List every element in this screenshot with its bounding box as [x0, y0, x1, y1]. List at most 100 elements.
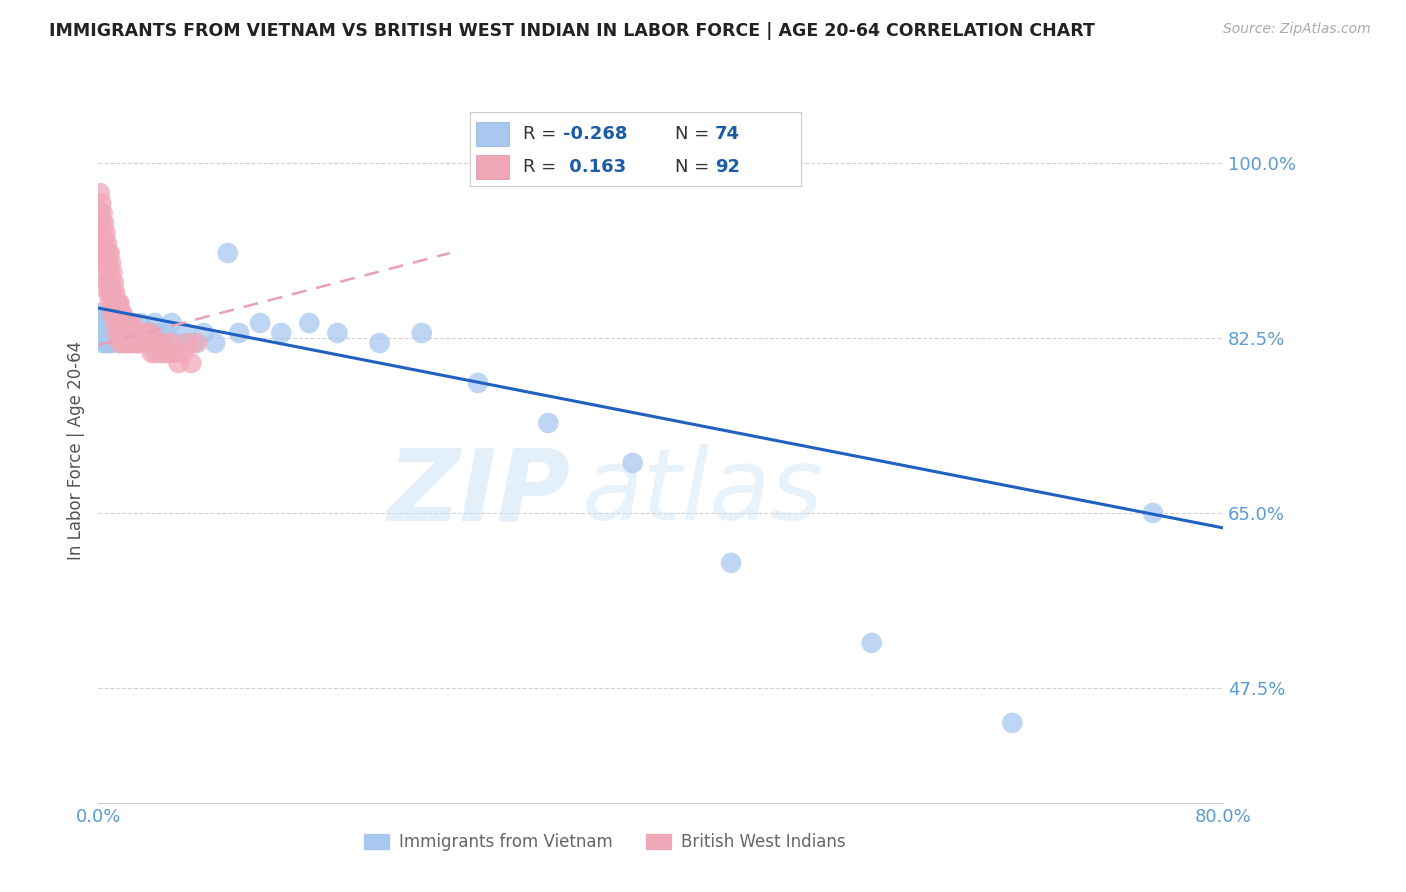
- Point: [90, 235, 112, 250]
- Point: [125, 336, 148, 351]
- Point: [155, 326, 177, 340]
- Point: [90, 196, 112, 211]
- Point: [105, 316, 128, 330]
- Point: [105, 326, 128, 340]
- Point: [100, 286, 122, 301]
- Point: [368, 336, 391, 351]
- Point: [91, 246, 114, 260]
- Point: [104, 316, 127, 330]
- Point: [104, 316, 127, 330]
- Point: [129, 336, 152, 351]
- Point: [110, 326, 132, 340]
- Point: [91, 336, 114, 351]
- Point: [148, 336, 170, 351]
- Point: [103, 296, 125, 310]
- Point: [124, 326, 146, 340]
- Point: [118, 316, 141, 330]
- Point: [143, 336, 166, 351]
- Point: [101, 266, 124, 280]
- Point: [183, 336, 205, 351]
- Point: [270, 326, 292, 340]
- Point: [174, 326, 197, 340]
- Point: [100, 306, 122, 320]
- Point: [108, 296, 131, 310]
- Point: [98, 266, 121, 280]
- Point: [621, 456, 644, 470]
- Point: [98, 316, 121, 330]
- Point: [91, 226, 114, 240]
- Point: [111, 326, 134, 340]
- Point: [105, 306, 128, 320]
- Point: [118, 336, 141, 351]
- Point: [153, 336, 176, 351]
- Point: [100, 276, 122, 290]
- Text: atlas: atlas: [582, 444, 824, 541]
- Point: [110, 316, 132, 330]
- Point: [125, 326, 148, 340]
- Point: [104, 326, 127, 340]
- Point: [93, 216, 115, 230]
- Point: [112, 336, 135, 351]
- Point: [110, 306, 132, 320]
- Point: [146, 326, 169, 340]
- Point: [93, 326, 115, 340]
- Point: [96, 336, 118, 351]
- Point: [107, 316, 129, 330]
- Point: [122, 336, 145, 351]
- Point: [103, 306, 125, 320]
- Point: [98, 326, 121, 340]
- Point: [127, 336, 149, 351]
- Point: [103, 326, 125, 340]
- Point: [122, 316, 145, 330]
- Point: [89, 186, 111, 200]
- Point: [112, 316, 135, 330]
- Point: [97, 306, 120, 320]
- Point: [141, 336, 163, 351]
- Point: [108, 336, 131, 351]
- Point: [160, 316, 183, 330]
- Point: [91, 206, 114, 220]
- Point: [720, 556, 742, 570]
- Y-axis label: In Labor Force | Age 20-64: In Labor Force | Age 20-64: [66, 341, 84, 560]
- Point: [100, 256, 122, 270]
- Point: [118, 326, 141, 340]
- Point: [150, 346, 173, 360]
- Point: [94, 326, 117, 340]
- Point: [107, 296, 129, 310]
- Point: [155, 346, 177, 360]
- Point: [98, 246, 121, 260]
- Point: [101, 296, 124, 310]
- Point: [93, 316, 115, 330]
- Point: [94, 336, 117, 351]
- Point: [104, 296, 127, 310]
- Point: [90, 306, 112, 320]
- Point: [217, 246, 239, 260]
- Point: [96, 316, 118, 330]
- Point: [537, 416, 560, 430]
- Point: [141, 346, 163, 360]
- Point: [135, 326, 157, 340]
- Point: [94, 226, 117, 240]
- Point: [93, 235, 115, 250]
- Point: [114, 316, 136, 330]
- Point: [249, 316, 271, 330]
- Point: [97, 286, 120, 301]
- Point: [93, 256, 115, 270]
- Point: [96, 256, 118, 270]
- Point: [125, 326, 148, 340]
- Point: [186, 336, 208, 351]
- Point: [96, 326, 118, 340]
- Point: [121, 316, 143, 330]
- Point: [134, 336, 156, 351]
- Point: [89, 316, 111, 330]
- Point: [117, 336, 139, 351]
- Point: [114, 326, 136, 340]
- Point: [135, 336, 157, 351]
- Point: [98, 336, 121, 351]
- Point: [467, 376, 489, 390]
- Point: [112, 316, 135, 330]
- Point: [117, 326, 139, 340]
- Point: [128, 336, 150, 351]
- Point: [115, 326, 138, 340]
- Point: [111, 306, 134, 320]
